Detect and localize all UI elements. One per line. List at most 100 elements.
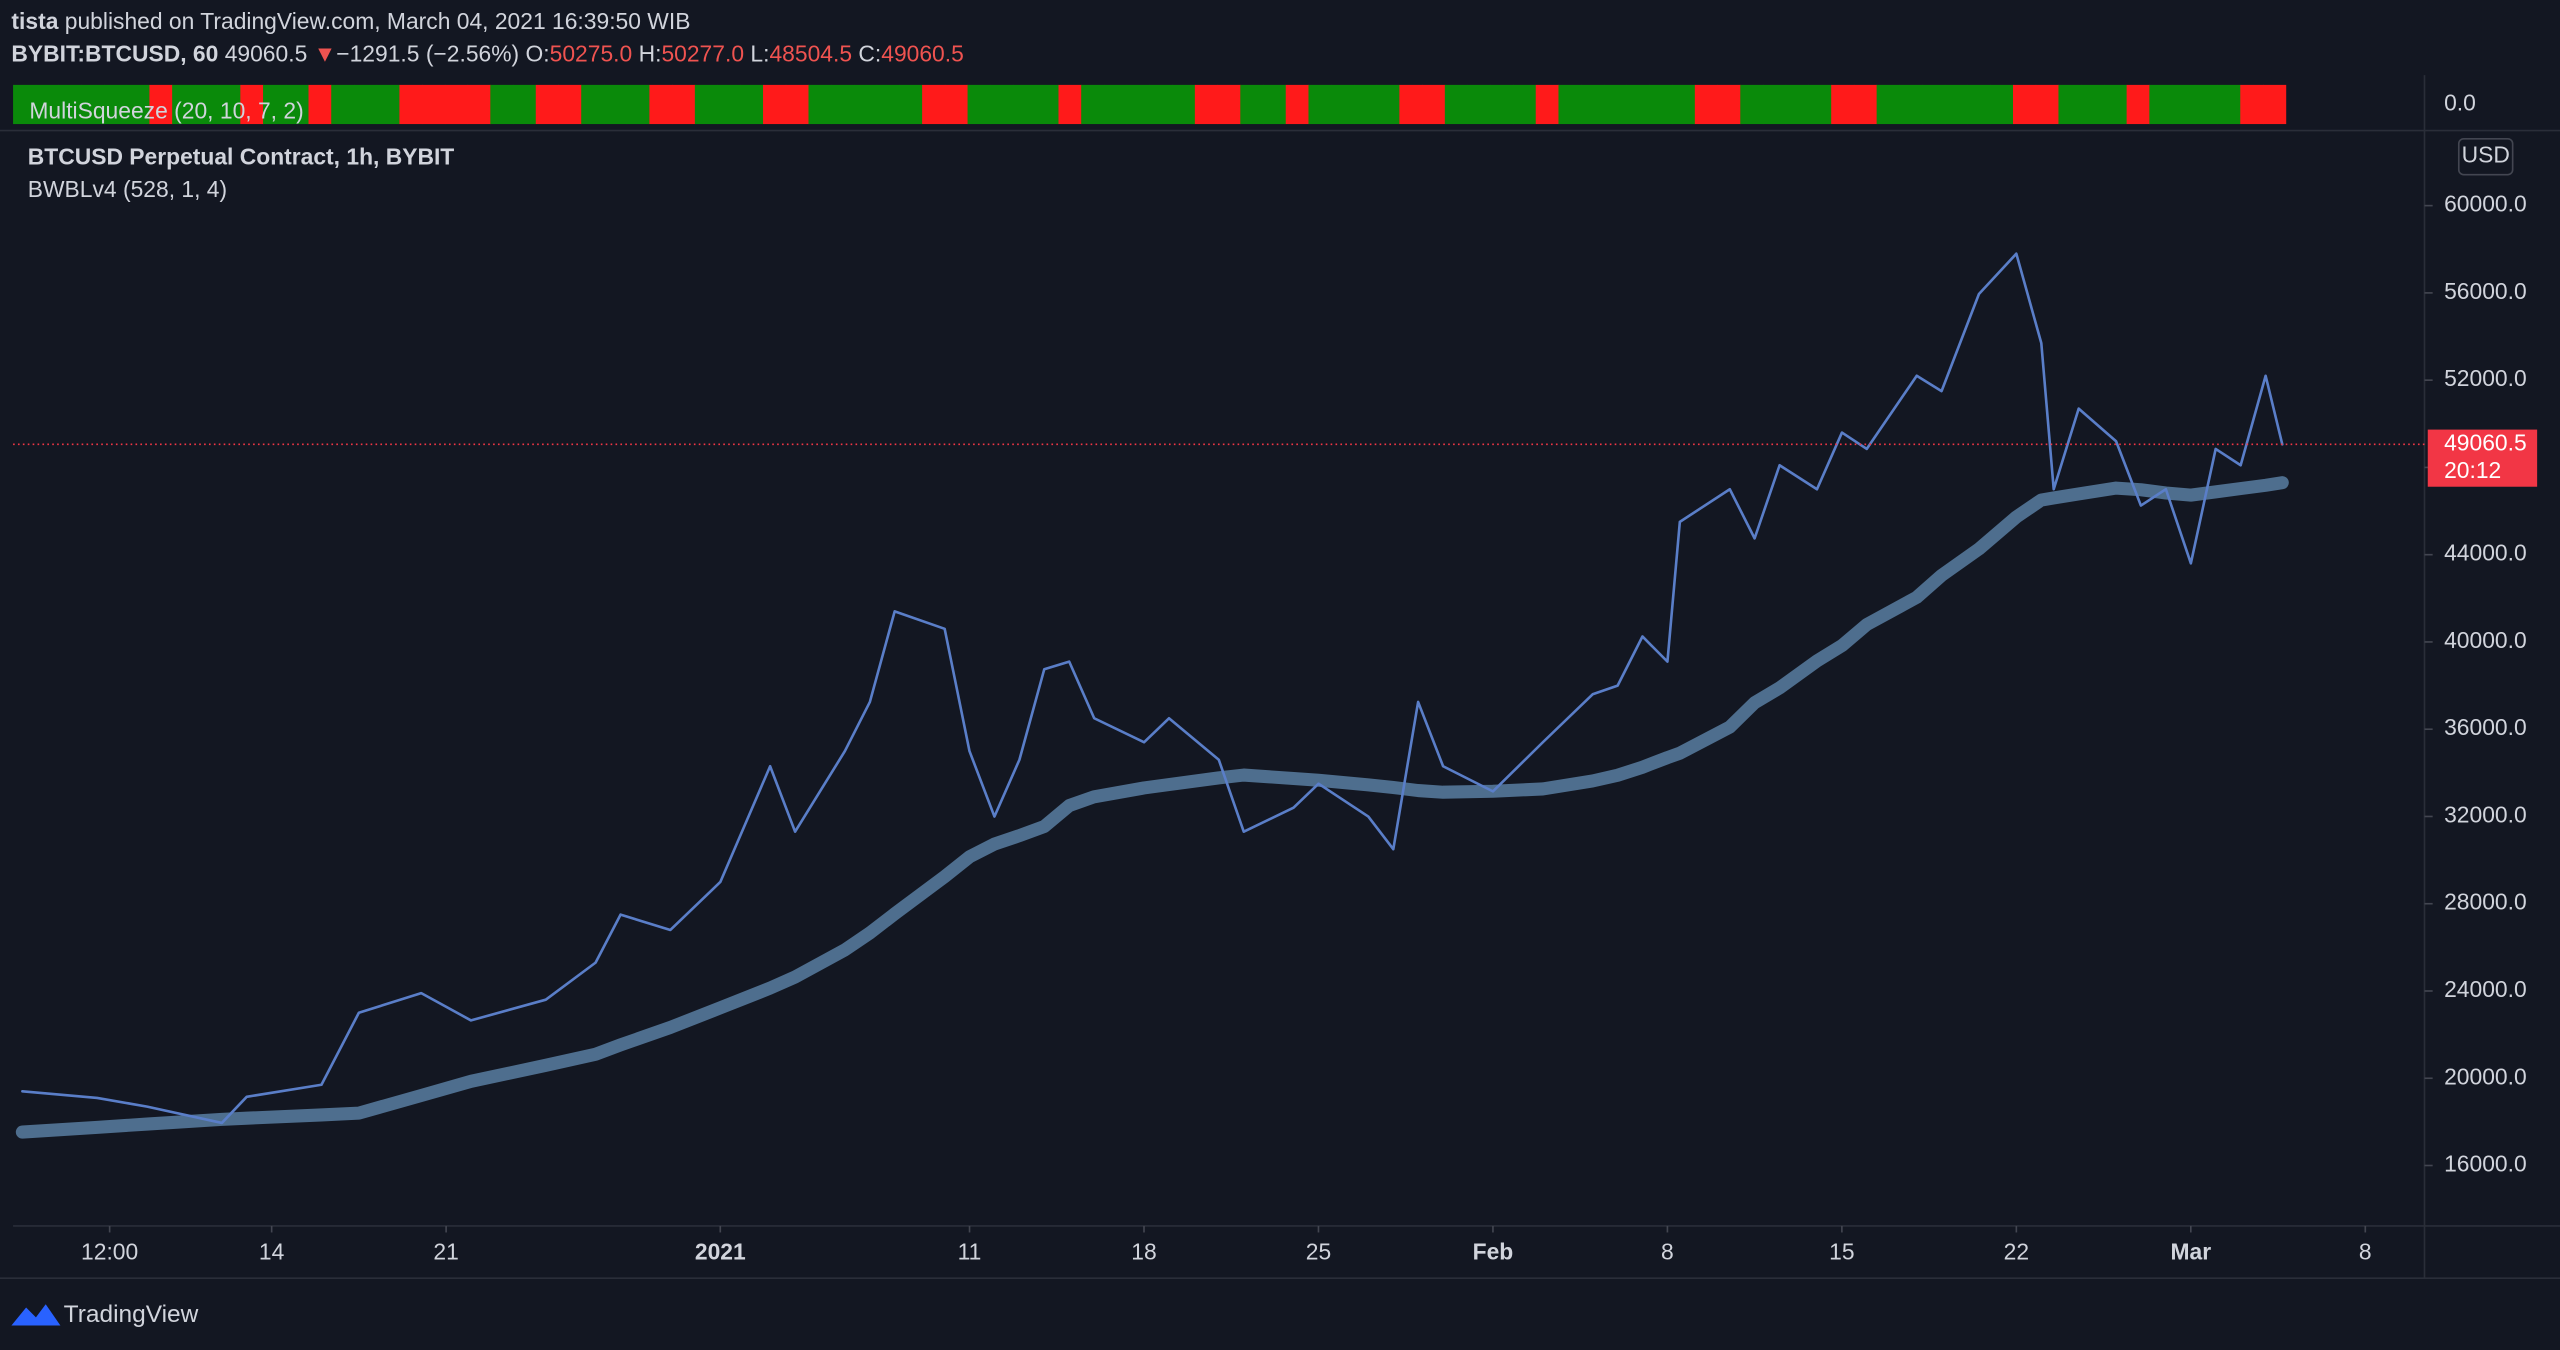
squeeze-bar xyxy=(1467,84,1491,125)
squeeze-bar xyxy=(740,84,764,125)
squeeze-bar xyxy=(1831,84,1855,125)
squeeze-bar xyxy=(490,84,514,125)
squeeze-bar xyxy=(1535,84,1559,125)
close: 49060.5 xyxy=(881,41,964,67)
indicator-name: MultiSqueeze (20, 10, 7, 2) xyxy=(29,98,303,124)
squeeze-bar xyxy=(2081,84,2105,125)
open: 50275.0 xyxy=(550,41,633,67)
brand[interactable]: TradingView xyxy=(64,1301,199,1328)
squeeze-bar xyxy=(944,84,969,125)
squeeze-bar xyxy=(1967,84,1991,125)
x-tick-label: 8 xyxy=(2359,1239,2372,1265)
squeeze-bar xyxy=(35,84,60,125)
squeeze-bar xyxy=(1922,84,1946,125)
squeeze-bar xyxy=(1263,84,1287,125)
squeeze-bar xyxy=(285,84,309,125)
squeeze-bar xyxy=(353,84,378,125)
squeeze-bar xyxy=(899,84,923,125)
squeeze-bar xyxy=(2035,84,2059,125)
squeeze-bar xyxy=(1763,84,1787,125)
squeeze-bar xyxy=(1444,84,1469,125)
squeeze-bar xyxy=(763,84,787,125)
squeeze-bar xyxy=(785,84,809,125)
squeeze-bar xyxy=(1808,84,1832,125)
squeeze-bar xyxy=(2194,84,2219,125)
squeeze-bar xyxy=(1672,84,1696,125)
last-price-label: 49060.5 xyxy=(2444,429,2527,455)
squeeze-bar xyxy=(1035,84,1059,125)
squeeze-bar xyxy=(967,84,991,125)
x-tick-label: Mar xyxy=(2171,1239,2212,1265)
squeeze-bar xyxy=(126,84,150,125)
squeeze-bar xyxy=(808,84,832,125)
currency[interactable]: USD xyxy=(2462,142,2510,168)
squeeze-bar xyxy=(376,84,400,125)
chart-title: BTCUSD Perpetual Contract, 1h, BYBIT xyxy=(28,143,455,169)
squeeze-bar xyxy=(1626,84,1650,125)
squeeze-bar xyxy=(2240,84,2264,125)
squeeze-bar xyxy=(1740,84,1764,125)
x-tick-label: 11 xyxy=(958,1239,982,1265)
squeeze-bar xyxy=(217,84,241,125)
y-tick-label: 52000.0 xyxy=(2444,365,2527,391)
squeeze-bar xyxy=(1058,84,1082,125)
squeeze-bar xyxy=(1081,84,1105,125)
squeeze-bar xyxy=(1558,84,1582,125)
high: 50277.0 xyxy=(661,41,744,67)
squeeze-bar xyxy=(172,84,196,125)
squeeze-bar xyxy=(194,84,219,125)
last-price-box xyxy=(2427,429,2538,487)
squeeze-bar xyxy=(1149,84,1173,125)
squeeze-bar xyxy=(1513,84,1537,125)
squeeze-bar xyxy=(58,84,82,125)
squeeze-bar xyxy=(1490,84,1514,125)
squeeze-bar xyxy=(2262,84,2287,125)
squeeze-bar xyxy=(558,84,582,125)
squeeze-pane xyxy=(13,84,2287,125)
squeeze-bar xyxy=(1331,84,1355,125)
x-tick-label: 8 xyxy=(1661,1239,1674,1265)
squeeze-bar xyxy=(1785,84,1809,125)
y-tick-label: 28000.0 xyxy=(2444,889,2527,915)
squeeze-bar xyxy=(1194,84,1219,125)
logo-icon[interactable] xyxy=(11,1304,61,1326)
squeeze-bar xyxy=(13,84,37,125)
squeeze-bar xyxy=(1603,84,1628,125)
squeeze-bar xyxy=(1581,84,1605,125)
currency-button[interactable] xyxy=(2457,137,2514,176)
squeeze-bar xyxy=(1217,84,1241,125)
squeeze-bar xyxy=(1853,84,1878,125)
squeeze-bar xyxy=(831,84,855,125)
squeeze-bar xyxy=(1422,84,1446,125)
o-label: O: xyxy=(526,41,550,67)
squeeze-bar xyxy=(535,84,559,125)
squeeze-bar xyxy=(853,84,878,125)
squeeze-bar xyxy=(1990,84,2014,125)
price-line xyxy=(21,252,2284,1125)
squeeze-bar xyxy=(1649,84,1673,125)
squeeze-bar xyxy=(1899,84,1923,125)
squeeze-bar xyxy=(308,84,332,125)
author[interactable]: tista xyxy=(11,8,58,34)
legend: BYBIT:BTCUSD, 60 49060.5 ▼−1291.5 (−2.56… xyxy=(11,41,963,67)
arrow: ▼ xyxy=(314,41,337,67)
squeeze-bar xyxy=(1308,84,1332,125)
y-tick-label: 56000.0 xyxy=(2444,278,2527,304)
squeeze-bar xyxy=(1876,84,1900,125)
y-tick-label: 40000.0 xyxy=(2444,627,2527,653)
squeeze-bar xyxy=(1399,84,1423,125)
squeeze-bar xyxy=(717,84,741,125)
squeeze-bar xyxy=(922,84,946,125)
squeeze-bar xyxy=(2172,84,2196,125)
y-tick-label: 36000.0 xyxy=(2444,714,2527,740)
x-tick-label: Feb xyxy=(1473,1239,1514,1265)
symbol: BYBIT:BTCUSD, 60 xyxy=(11,41,218,67)
logo[interactable]: TradingView xyxy=(11,1301,199,1328)
squeeze-bar xyxy=(1103,84,1128,125)
squeeze-bar xyxy=(240,84,264,125)
x-tick-label: 14 xyxy=(259,1239,285,1265)
change: −1291.5 (−2.56%) xyxy=(336,41,519,67)
indicator-axis-label: 0.0 xyxy=(2444,90,2476,116)
